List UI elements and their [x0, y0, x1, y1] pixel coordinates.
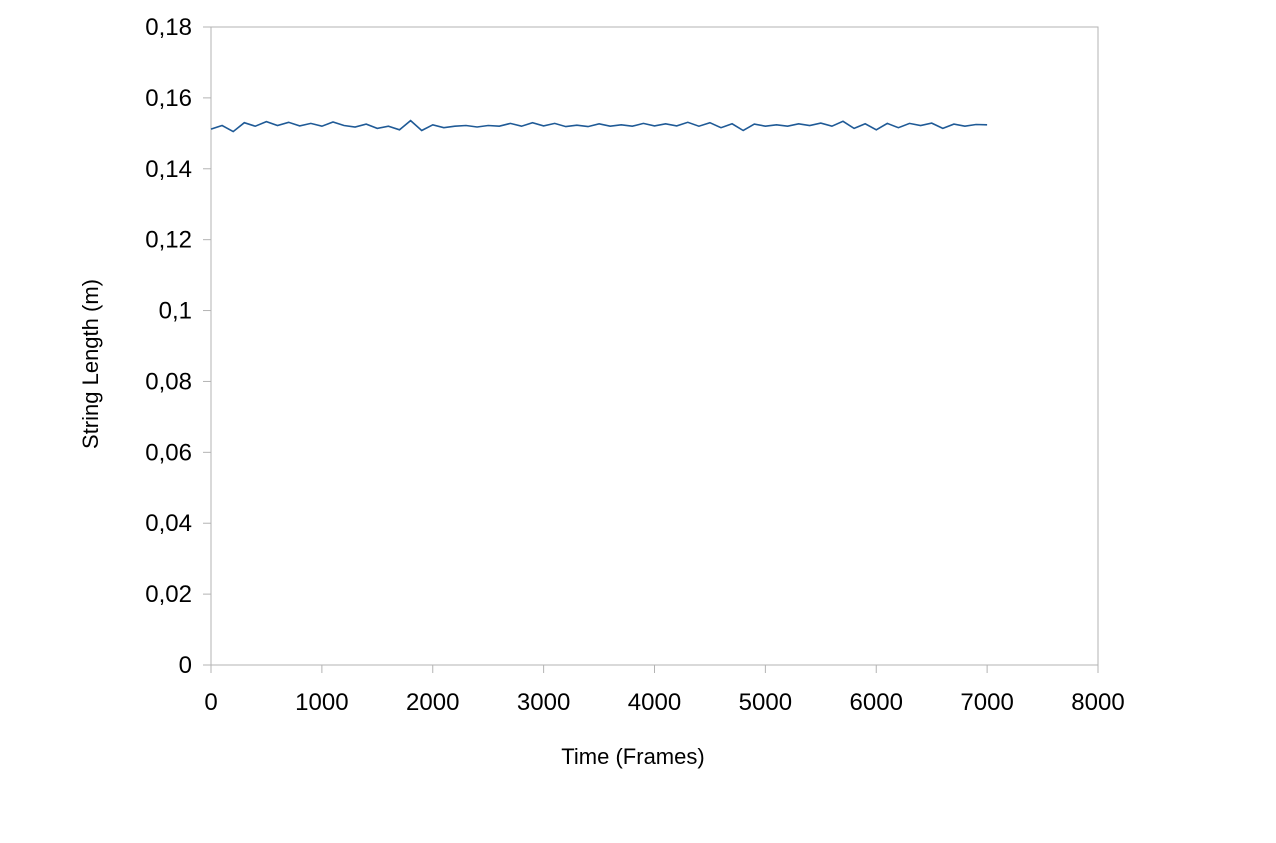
x-tick-label: 7000 [960, 689, 1013, 716]
y-tick-label: 0,16 [145, 85, 192, 112]
y-tick-label: 0,18 [145, 14, 192, 41]
x-tick-label: 5000 [739, 689, 792, 716]
x-tick-label: 2000 [406, 689, 459, 716]
y-tick-label: 0,04 [145, 510, 192, 537]
plot-area [210, 26, 1099, 666]
x-tick-label: 3000 [517, 689, 570, 716]
series-line [210, 119, 988, 133]
y-tick-label: 0,12 [145, 227, 192, 254]
y-axis-label: String Length (m) [78, 279, 103, 449]
x-tick-label: 0 [204, 689, 217, 716]
x-tick-label: 8000 [1071, 689, 1124, 716]
x-axis-label: Time (Frames) [561, 744, 704, 769]
x-tick-label: 1000 [295, 689, 348, 716]
y-tick-label: 0,1 [159, 298, 192, 325]
y-tick-label: 0,02 [145, 581, 192, 608]
y-tick-label: 0,06 [145, 439, 192, 466]
y-tick-label: 0,14 [145, 156, 192, 183]
x-tick-label: 4000 [628, 689, 681, 716]
x-tick-label: 6000 [850, 689, 903, 716]
y-tick-label: 0 [179, 652, 192, 679]
y-tick-label: 0,08 [145, 368, 192, 395]
